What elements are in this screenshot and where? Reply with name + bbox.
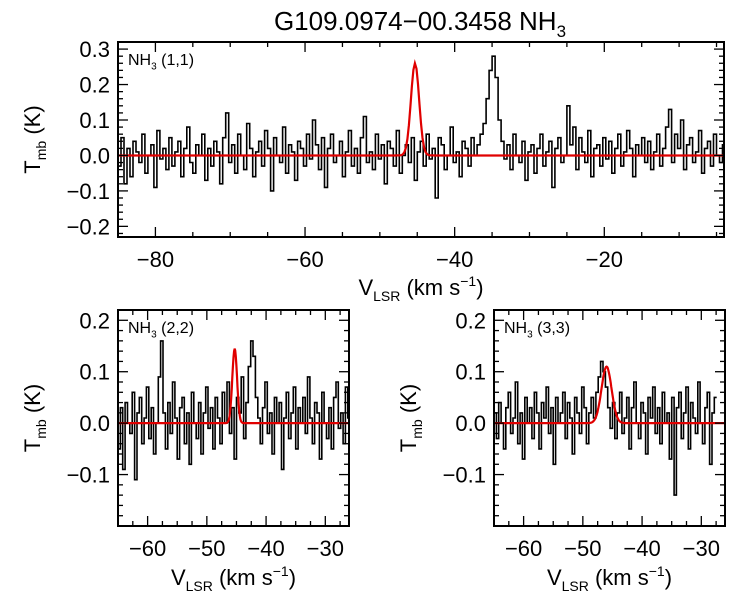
y-tick-label: 0.0 xyxy=(79,411,110,436)
y-tick-label: −0.1 xyxy=(67,463,110,488)
x-tick-label: −40 xyxy=(247,536,284,561)
panel-top: −80 −60 −40 −20 −0.2 −0.1 0.0 0.1 0.2 0.3 NH3 (1,1… xyxy=(20,37,725,304)
gaussian-fit-line xyxy=(118,348,349,425)
x-tick-label: −60 xyxy=(505,536,542,561)
figure-title: G109.0974−00.3458 NH3 xyxy=(274,6,566,41)
gaussian-fit-line xyxy=(494,365,725,425)
y-tick-label: 0.3 xyxy=(79,37,110,62)
y-tick-label: 0.0 xyxy=(455,411,486,436)
x-tick-label: −40 xyxy=(623,536,660,561)
y-axis-title: Tmb (K) xyxy=(396,384,425,452)
panel-bottom-left: −60 −50 −40 −30 −0.1 0.0 0.1 0.2 NH3 (2,2) VLSR (… xyxy=(20,308,350,594)
x-tick-label: −60 xyxy=(129,536,166,561)
spectrum-line xyxy=(118,55,724,199)
y-tick-label: 0.1 xyxy=(455,360,486,385)
y-axis-title: Tmb (K) xyxy=(20,384,49,452)
x-tick-label: −50 xyxy=(564,536,601,561)
plot-frame xyxy=(493,309,726,527)
spectrum-line xyxy=(494,360,717,496)
x-tick-label: −30 xyxy=(307,536,344,561)
plot-frame xyxy=(117,309,350,527)
y-tick-label: 0.1 xyxy=(79,108,110,133)
y-tick-label: 0.2 xyxy=(79,73,110,98)
x-axis-title: VLSR (km s−1) xyxy=(358,273,483,304)
y-tick-label: −0.1 xyxy=(67,179,110,204)
y-tick-label: −0.1 xyxy=(443,463,486,488)
x-tick-label: −80 xyxy=(137,247,174,272)
gaussian-fit-line xyxy=(118,58,724,157)
y-axis-title: Tmb (K) xyxy=(20,105,49,173)
panel-label: NH3 (1,1) xyxy=(128,52,194,72)
x-tick-label: −60 xyxy=(286,247,323,272)
y-tick-label: 0.2 xyxy=(455,308,486,333)
panel-bottom-right: −60 −50 −40 −30 −0.1 0.0 0.1 0.2 NH3 (3,3) VLSR (… xyxy=(396,308,726,594)
x-axis-title: VLSR (km s−1) xyxy=(171,563,296,594)
panel-label: NH3 (2,2) xyxy=(128,320,194,340)
x-tick-label: −20 xyxy=(586,247,623,272)
x-tick-label: −40 xyxy=(436,247,473,272)
y-tick-label: −0.2 xyxy=(67,214,110,239)
plot-frame xyxy=(117,41,725,238)
panel-label: NH3 (3,3) xyxy=(504,320,570,340)
x-tick-label: −50 xyxy=(188,536,225,561)
y-tick-label: 0.1 xyxy=(79,360,110,385)
y-tick-label: 0.2 xyxy=(79,308,110,333)
y-tick-label: 0.0 xyxy=(79,143,110,168)
x-axis-title: VLSR (km s−1) xyxy=(547,563,672,594)
x-tick-label: −30 xyxy=(683,536,720,561)
